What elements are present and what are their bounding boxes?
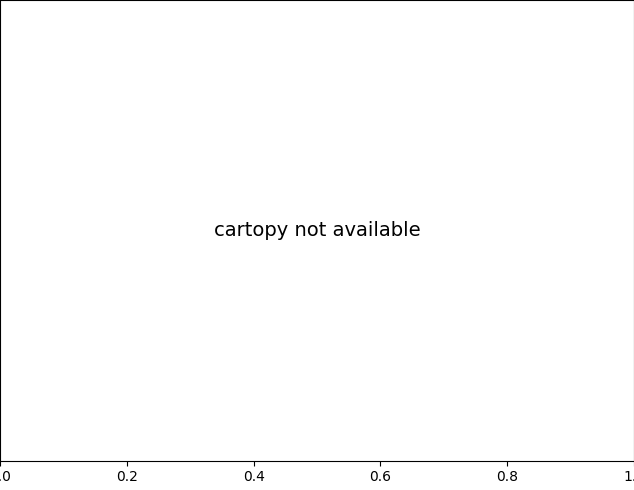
Text: cartopy not available: cartopy not available	[214, 221, 420, 240]
